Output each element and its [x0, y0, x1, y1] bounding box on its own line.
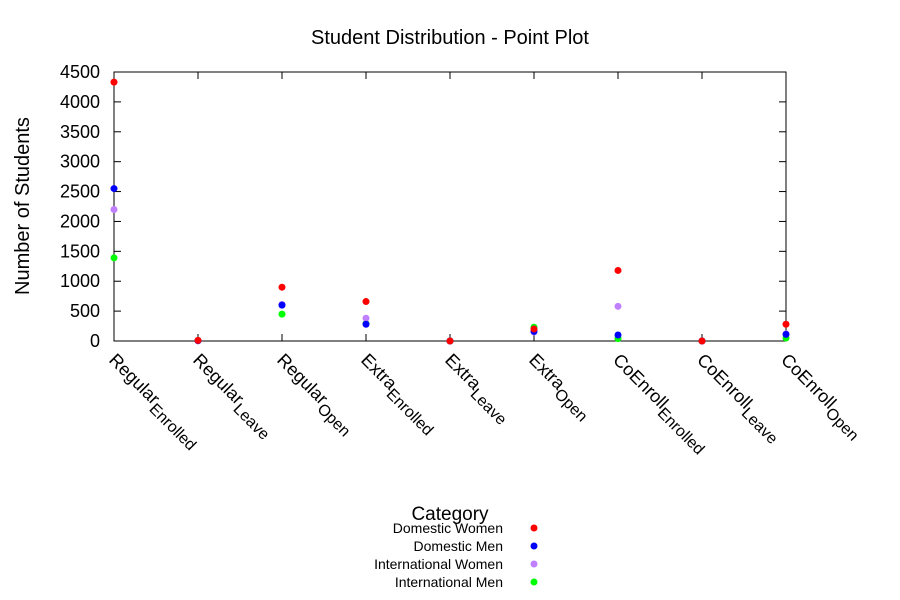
x-tick-label: CoEnrollOpen — [773, 350, 868, 445]
legend-label: International Men — [395, 574, 503, 590]
x-tick-label-subscript: Enrolled — [146, 401, 200, 455]
x-tick-label-subscript: Leave — [738, 405, 781, 448]
data-point — [278, 283, 286, 291]
legend-marker — [530, 524, 538, 532]
x-tick-label-subscript: Leave — [467, 386, 510, 429]
x-tick-label-main: CoEnroll — [777, 350, 840, 413]
x-tick-label-main: CoEnroll — [609, 350, 672, 413]
data-point — [110, 185, 118, 193]
data-point — [614, 331, 622, 339]
data-point — [530, 325, 538, 333]
x-tick-label-main: CoEnroll — [693, 350, 756, 413]
data-point — [194, 336, 202, 344]
data-point — [362, 298, 370, 306]
data-point — [698, 337, 706, 345]
data-point — [782, 330, 790, 338]
legend: Category Domestic Women Domestic Men Inter… — [374, 504, 538, 590]
x-tick-label: RegularLeave — [185, 350, 279, 444]
x-tick-label-subscript: Leave — [230, 401, 273, 444]
y-tick-label: 500 — [70, 301, 100, 321]
y-tick-label: 4000 — [60, 92, 100, 112]
y-axis: 0 500 1000 1500 2000 2500 3000 3500 4000 4500 — [60, 62, 786, 351]
legend-items: Domestic Women Domestic Men International … — [374, 520, 538, 590]
legend-title: Category — [411, 504, 489, 525]
x-tick-label-main: Regular — [105, 350, 164, 409]
y-tick-label: 2500 — [60, 182, 100, 202]
data-point — [278, 301, 286, 309]
data-points — [110, 78, 790, 345]
legend-marker — [530, 560, 538, 568]
x-tick-label-subscript: Enrolled — [654, 405, 708, 459]
x-tick-label: ExtraOpen — [521, 350, 597, 426]
chart-title: Student Distribution - Point Plot — [311, 27, 589, 49]
y-tick-label: 0 — [90, 331, 100, 351]
x-axis: RegularEnrolledRegularLeaveRegularOpenEx… — [101, 72, 868, 459]
x-tick-label-subscript: Open — [822, 405, 862, 445]
x-tick-label-main: Regular — [273, 350, 332, 409]
y-tick-label: 1000 — [60, 271, 100, 291]
data-point — [110, 78, 118, 86]
x-tick-label-main: Regular — [189, 350, 248, 409]
plot-frame — [113, 71, 787, 342]
y-tick-label: 1500 — [60, 241, 100, 261]
y-tick-label: 3500 — [60, 122, 100, 142]
x-tick-label-subscript: Open — [551, 386, 591, 426]
data-point — [362, 320, 370, 328]
y-tick-label: 4500 — [60, 62, 100, 82]
x-tick-label: RegularEnrolled — [101, 350, 205, 454]
legend-label: International Women — [374, 556, 503, 572]
data-point — [110, 205, 118, 213]
data-point — [614, 302, 622, 310]
y-axis-label: Number of Students — [12, 117, 34, 295]
legend-marker — [530, 578, 538, 586]
y-tick-label: 3000 — [60, 152, 100, 172]
x-tick-label: ExtraLeave — [437, 350, 516, 429]
data-point — [446, 337, 454, 345]
legend-label: Domestic Women — [393, 520, 503, 536]
data-point — [362, 314, 370, 322]
data-point — [278, 310, 286, 318]
legend-label: Domestic Men — [414, 538, 503, 554]
x-tick-label: RegularOpen — [269, 350, 360, 441]
x-tick-label: CoEnrollLeave — [689, 350, 787, 448]
legend-marker — [530, 542, 538, 550]
data-point — [110, 254, 118, 262]
data-point — [782, 320, 790, 328]
y-tick-label: 2000 — [60, 211, 100, 231]
x-tick-label-subscript: Open — [314, 401, 354, 441]
x-tick-label: ExtraEnrolled — [353, 350, 443, 440]
data-point — [614, 266, 622, 274]
x-tick-label-subscript: Enrolled — [383, 386, 437, 440]
